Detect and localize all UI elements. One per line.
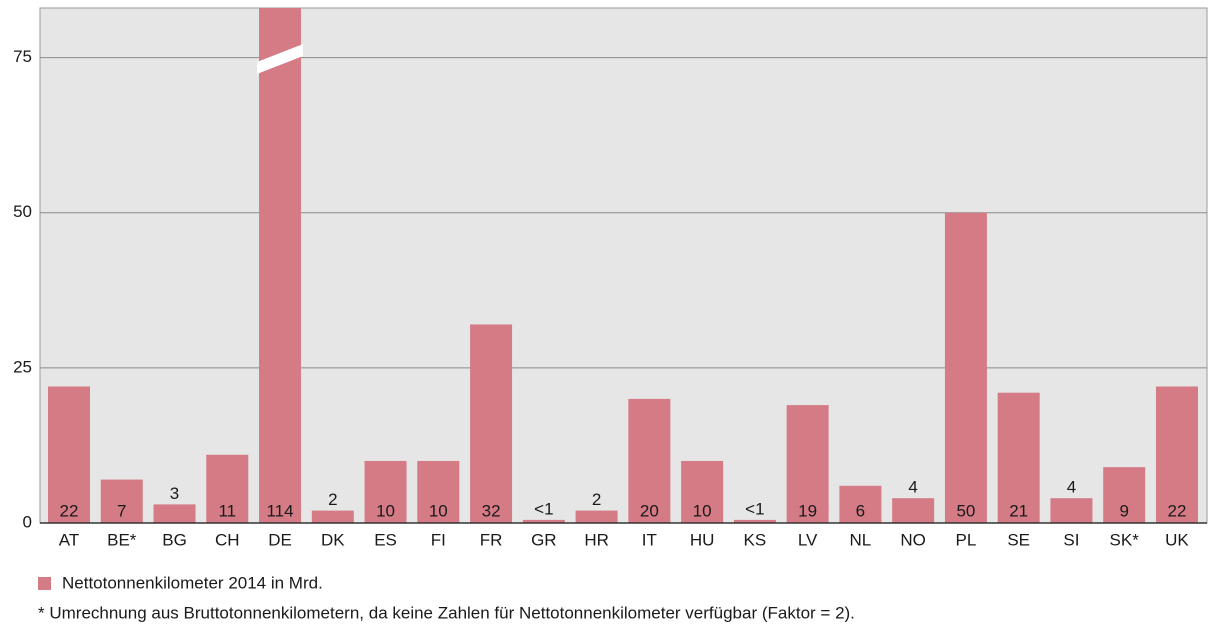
value-label: 2 <box>328 490 337 509</box>
x-tick-label: DK <box>321 530 345 549</box>
bar <box>153 504 196 523</box>
x-tick-label: SK* <box>1110 530 1140 549</box>
x-tick-label: SE <box>1007 530 1030 549</box>
value-label: 50 <box>956 501 975 520</box>
value-label: <1 <box>534 499 553 518</box>
value-label: 6 <box>856 501 865 520</box>
value-label: 11 <box>218 501 236 520</box>
value-label: 22 <box>60 501 79 520</box>
x-tick-label: IT <box>642 530 657 549</box>
x-tick-label: ES <box>374 530 397 549</box>
bar <box>100 479 143 523</box>
value-label: 32 <box>482 501 501 520</box>
bar <box>206 454 249 523</box>
value-label: 4 <box>908 478 917 497</box>
x-tick-label: DE <box>268 530 292 549</box>
bar <box>944 212 987 523</box>
footnote: * Umrechnung aus Bruttotonnenkilometern,… <box>38 603 855 622</box>
value-label: 20 <box>640 501 659 520</box>
value-label: 2 <box>592 490 601 509</box>
legend-swatch <box>38 577 51 590</box>
bar <box>417 460 460 523</box>
x-tick-label: FI <box>431 530 446 549</box>
bars <box>48 8 1198 523</box>
x-tick-label: BE* <box>107 530 137 549</box>
x-tick-label: PL <box>956 530 977 549</box>
y-tick-label: 50 <box>13 202 32 221</box>
x-tick-label: SI <box>1063 530 1079 549</box>
bar <box>259 8 302 523</box>
value-label: 9 <box>1119 501 1128 520</box>
x-tick-label: FR <box>480 530 503 549</box>
x-tick-label: AT <box>59 530 79 549</box>
bar <box>628 398 671 523</box>
bar <box>522 519 565 523</box>
x-tick-label: KS <box>744 530 767 549</box>
value-label: 10 <box>429 501 448 520</box>
bar <box>681 460 724 523</box>
x-tick-label: CH <box>215 530 240 549</box>
bar <box>892 498 935 523</box>
value-label: 114 <box>266 501 293 520</box>
y-tick-label: 25 <box>13 357 32 376</box>
x-tick-label: BG <box>162 530 187 549</box>
bar <box>1103 467 1146 523</box>
x-tick-label: NO <box>900 530 926 549</box>
x-tick-label: LV <box>798 530 818 549</box>
value-label: 10 <box>376 501 395 520</box>
bar <box>786 405 829 523</box>
value-label: 4 <box>1067 478 1076 497</box>
bar <box>1050 498 1093 523</box>
value-label: 19 <box>798 501 817 520</box>
value-label: 7 <box>117 501 126 520</box>
bar <box>575 510 618 523</box>
x-tick-label: HU <box>690 530 715 549</box>
value-label: 3 <box>170 484 179 503</box>
value-label: 10 <box>693 501 712 520</box>
x-tick-label: UK <box>1165 530 1189 549</box>
bar <box>997 392 1040 523</box>
x-tick-label: GR <box>531 530 557 549</box>
bar <box>311 510 354 523</box>
bar <box>839 485 882 523</box>
y-tick-label: 0 <box>23 512 32 531</box>
x-tick-label: HR <box>584 530 609 549</box>
axis-break <box>257 44 304 74</box>
bar <box>48 386 90 523</box>
y-tick-label: 75 <box>13 47 32 66</box>
bar <box>1155 386 1198 523</box>
bar <box>470 324 513 523</box>
legend-label: Nettotonnenkilometer 2014 in Mrd. <box>62 573 323 592</box>
bar <box>364 460 407 523</box>
x-tick-label: NL <box>850 530 872 549</box>
value-label: <1 <box>745 499 764 518</box>
bar <box>733 519 776 523</box>
value-label: 22 <box>1167 501 1186 520</box>
value-label: 21 <box>1009 501 1028 520</box>
